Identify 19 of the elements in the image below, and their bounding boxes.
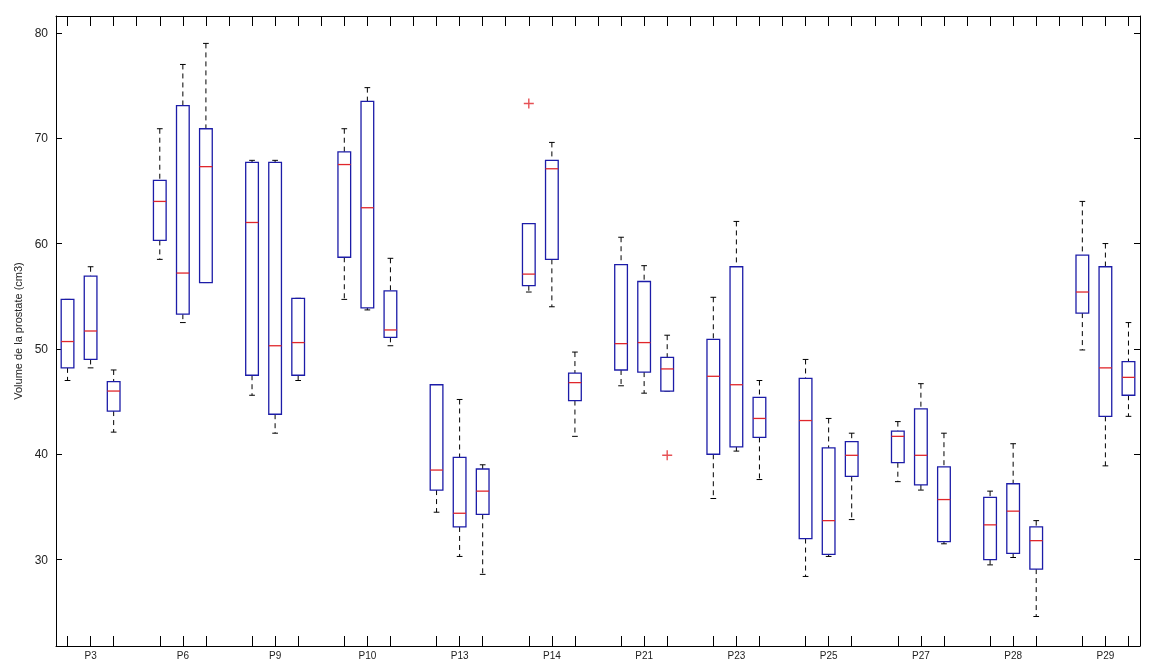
x-tick-label: P29 [1096,649,1115,661]
y-tick-label: 30 [34,552,49,567]
x-tick-label: P3 [84,649,98,661]
x-tick-label: P25 [819,649,838,661]
y-tick-label: 40 [34,447,49,462]
x-tick-label: P9 [268,649,282,661]
y-axis-title: Volume de la prostate (cm3) [12,262,25,400]
x-tick-label: P14 [542,649,562,661]
x-tick-label: P21 [635,649,654,661]
x-tick-label: P6 [176,649,190,661]
y-tick-label: 70 [34,131,49,146]
x-tick-label: P13 [450,649,469,661]
x-tick-label: P23 [727,649,746,661]
x-tick-label: P10 [358,649,377,661]
x-tick-label: P28 [1004,649,1023,661]
y-tick-label: 50 [34,341,49,356]
y-tick-label: 80 [34,25,49,40]
y-tick-label: 60 [34,236,49,251]
x-tick-label: P27 [912,649,931,661]
